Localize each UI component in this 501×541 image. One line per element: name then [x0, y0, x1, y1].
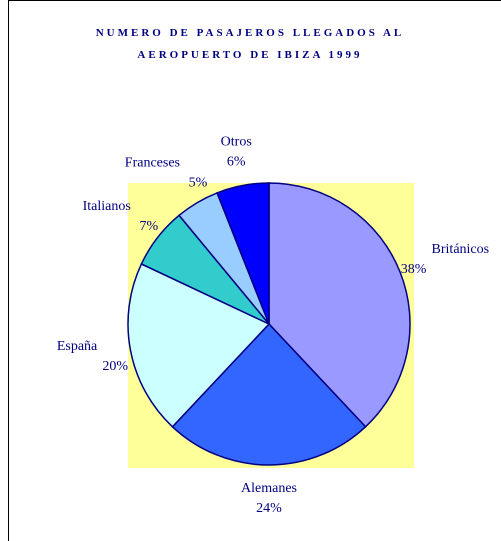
chart-title: NUMERO DE PASAJEROS LLEGADOS AL AEROPUER…: [95, 27, 405, 61]
slice-label: Británicos: [432, 242, 490, 257]
slice-label: Alemanes: [241, 481, 297, 496]
slice-value-label: 24%: [256, 501, 282, 516]
slice-value-label: 6%: [227, 154, 246, 169]
pie-slice: [268, 182, 411, 428]
pie-slice: [216, 182, 270, 325]
slice-value-label: 38%: [401, 262, 427, 277]
slice-value-label: 5%: [189, 176, 208, 191]
slice-label: Franceses: [125, 156, 180, 171]
slice-label: Italianos: [83, 199, 131, 214]
chart-border: [8, 0, 501, 541]
slice-value-label: 20%: [102, 359, 128, 374]
slice-value-label: 7%: [140, 219, 159, 234]
slice-label: Otros: [221, 134, 252, 149]
pie-slice: [171, 322, 367, 466]
pie-slice: [127, 262, 271, 428]
slice-label: España: [57, 339, 98, 354]
